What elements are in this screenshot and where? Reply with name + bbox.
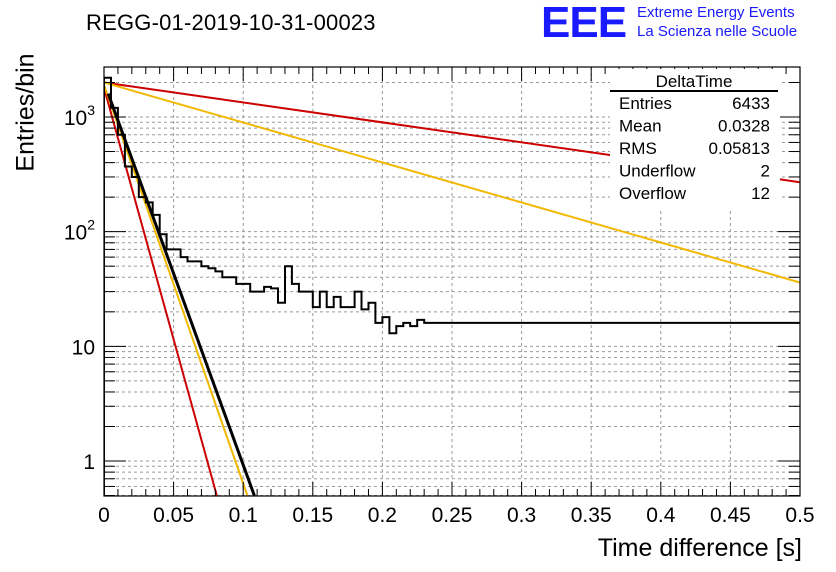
tick-labels: 0 0.05 0.1 0.15 0.2 0.25 0.3 0.35 0.4 0.45 0.5 1 10 1… bbox=[64, 102, 815, 527]
y-tick-label: 102 bbox=[64, 217, 95, 245]
x-tick-label: 0.45 bbox=[710, 504, 751, 527]
x-tick-label: 0.4 bbox=[646, 504, 676, 527]
x-tick-label: 0.25 bbox=[432, 504, 473, 527]
fit-line bbox=[106, 93, 256, 496]
histogram-series bbox=[104, 76, 800, 496]
x-tick-label: 0 bbox=[98, 504, 110, 527]
fit-lines bbox=[104, 81, 800, 496]
stats-value: 0.05813 bbox=[709, 139, 770, 158]
stats-label: Overflow bbox=[619, 184, 687, 203]
stats-value: 12 bbox=[751, 184, 770, 203]
histogram-line bbox=[104, 76, 800, 496]
stats-label: RMS bbox=[619, 139, 657, 158]
logo-line-2: La Scienza nelle Scuole bbox=[637, 23, 798, 40]
y-tick-label: 103 bbox=[64, 102, 95, 130]
logo-line-1: Extreme Energy Events bbox=[637, 4, 795, 21]
chart-title: REGG-01-2019-10-31-00023 bbox=[86, 10, 376, 35]
stats-box: DeltaTime Entries 6433 Mean 0.0328 RMS 0.05813… bbox=[610, 69, 780, 211]
x-tick-label: 0.15 bbox=[292, 504, 333, 527]
stats-label: Entries bbox=[619, 94, 672, 113]
y-tick-label: 10 bbox=[72, 336, 95, 359]
stats-label: Mean bbox=[619, 117, 662, 136]
x-tick-label: 0.35 bbox=[571, 504, 612, 527]
stats-label: Underflow bbox=[619, 162, 696, 181]
stats-value: 0.0328 bbox=[718, 117, 770, 136]
stats-value: 2 bbox=[761, 162, 770, 181]
fit-line bbox=[104, 81, 800, 284]
fit-line bbox=[104, 84, 249, 496]
x-tick-label: 0.1 bbox=[229, 504, 258, 527]
x-tick-label: 0.5 bbox=[785, 504, 814, 527]
fit-line bbox=[104, 87, 218, 496]
x-tick-label: 0.05 bbox=[153, 504, 194, 527]
y-tick-label: 1 bbox=[83, 451, 95, 474]
stats-name: DeltaTime bbox=[656, 72, 733, 91]
x-axis-label: Time difference [s] bbox=[597, 534, 802, 562]
stats-value: 6433 bbox=[732, 94, 770, 113]
stats-background bbox=[610, 69, 780, 211]
x-tick-label: 0.2 bbox=[368, 504, 397, 527]
x-tick-label: 0.3 bbox=[507, 504, 536, 527]
eee-logo: EEE bbox=[541, 0, 627, 47]
